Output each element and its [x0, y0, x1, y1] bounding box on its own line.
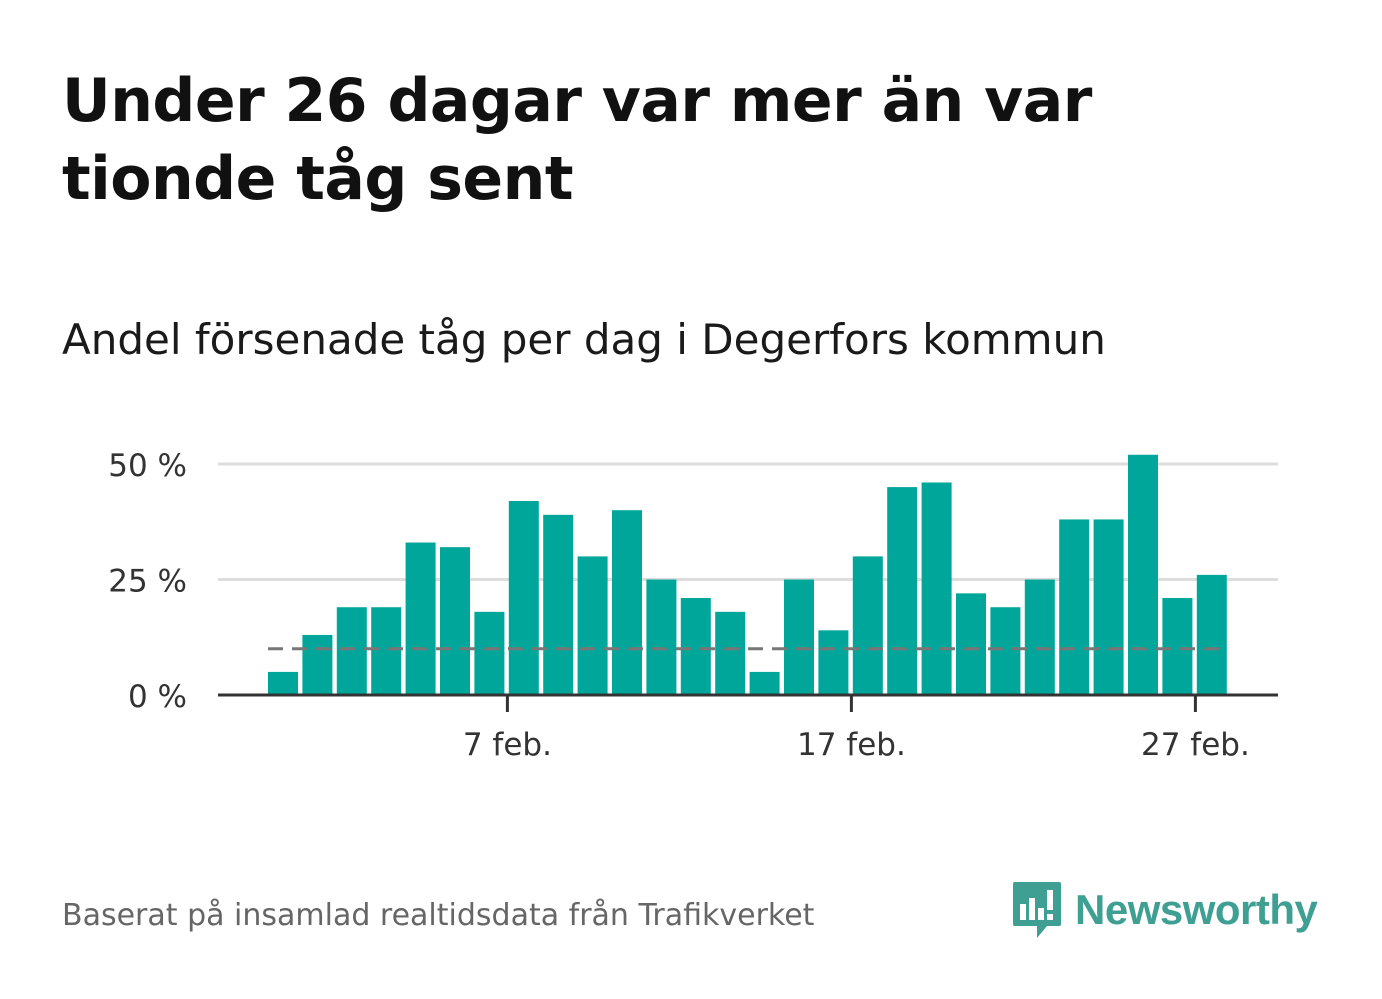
y-tick-label: 0 % — [128, 679, 187, 715]
bar-15 feb. — [749, 671, 780, 695]
bar-17 feb. — [818, 630, 849, 695]
bar-4 feb. — [371, 607, 402, 695]
axes: 0 % 25 % 50 % 7 feb. 17 feb. 27 feb. — [108, 448, 1278, 763]
bars — [268, 454, 1227, 695]
logo-text: Newsworthy — [1075, 886, 1318, 933]
bar-11 feb. — [612, 510, 642, 695]
bar-27 feb. — [1162, 597, 1193, 695]
newsworthy-logo: Newsworthy — [1011, 880, 1318, 940]
y-tick-label: 50 % — [108, 448, 187, 484]
bar-20 feb. — [921, 482, 952, 695]
bar-2 feb. — [302, 634, 333, 695]
chart-title: Under 26 dagar var mer än var tionde tåg… — [62, 66, 1092, 214]
x-tick-label: 27 feb. — [1141, 727, 1250, 763]
bar-24 feb. — [1059, 519, 1090, 695]
bar-12 feb. — [646, 579, 677, 695]
bar-28 feb. — [1196, 574, 1227, 695]
newsworthy-bar-chart-icon — [1013, 882, 1061, 938]
bar-18 feb. — [852, 556, 883, 695]
bar-9 feb. — [543, 514, 574, 695]
bar-6 feb. — [440, 547, 470, 695]
bar-3 feb. — [336, 607, 367, 695]
bar-25 feb. — [1093, 519, 1124, 695]
bar-26 feb. — [1128, 454, 1158, 695]
bar-7 feb. — [474, 611, 505, 695]
bar-21 feb. — [956, 593, 986, 695]
bar-23 feb. — [1024, 579, 1055, 695]
bar-14 feb. — [715, 611, 746, 695]
y-tick-label: 25 % — [108, 564, 187, 600]
bar-10 feb. — [577, 556, 608, 695]
x-tick-label: 17 feb. — [797, 727, 906, 763]
bar-5 feb. — [405, 542, 436, 695]
bar-19 feb. — [887, 487, 918, 695]
bar-8 feb. — [508, 500, 539, 695]
source-note: Baserat på insamlad realtidsdata från Tr… — [62, 898, 815, 933]
bar-16 feb. — [784, 579, 814, 695]
bar-13 feb. — [680, 597, 711, 695]
bar-22 feb. — [990, 607, 1021, 695]
x-tick-label: 7 feb. — [463, 727, 552, 763]
chart-subtitle: Andel försenade tåg per dag i Degerfors … — [62, 315, 1106, 364]
bar-1 feb. — [268, 671, 298, 695]
